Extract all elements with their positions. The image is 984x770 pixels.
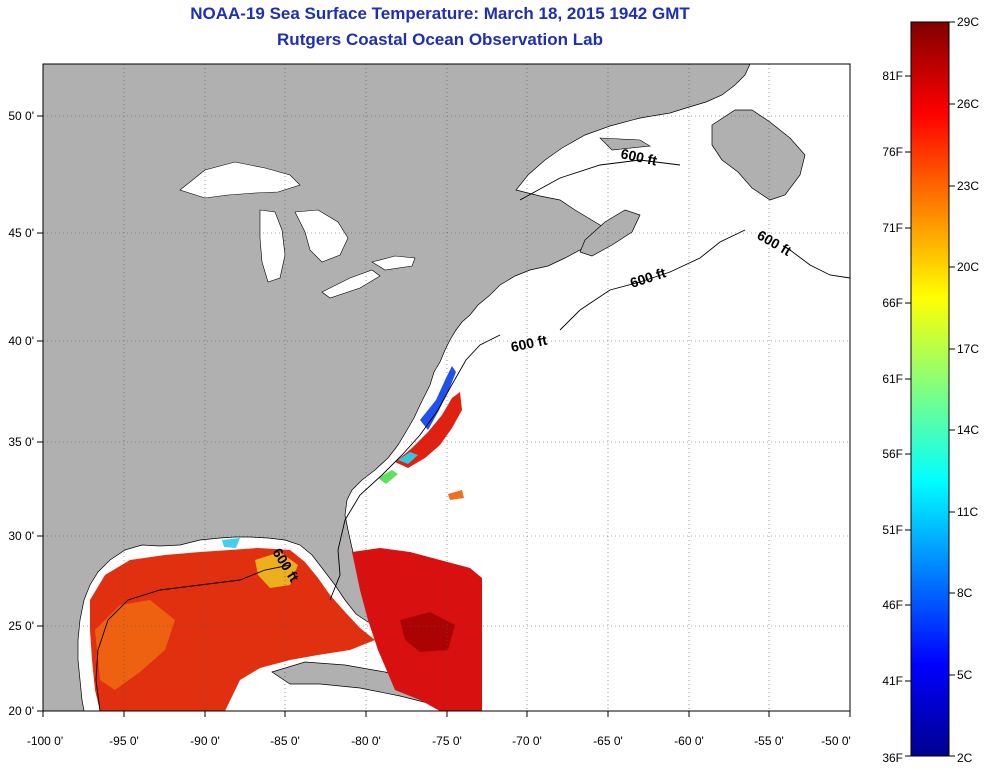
sst-shelf-blue <box>420 366 456 430</box>
map-body: 600 ft 600 ft 600 ft 600 ft 600 ft <box>43 64 850 711</box>
lat-label: 35 0' <box>8 435 34 449</box>
contour-label: 600 ft <box>509 332 548 355</box>
fahrenheit-label: 81F <box>882 69 903 83</box>
lon-label: -100 0' <box>27 734 63 748</box>
fahrenheit-label: 46F <box>882 598 903 612</box>
fahrenheit-label: 76F <box>882 145 903 159</box>
lon-label: -75 0' <box>432 734 462 748</box>
sst-gulf-cyan <box>222 538 240 548</box>
fahrenheit-label: 51F <box>882 523 903 537</box>
lon-label: -70 0' <box>512 734 542 748</box>
celsius-label: 11C <box>957 505 978 519</box>
lon-label: -95 0' <box>109 734 139 748</box>
lake-michigan <box>259 209 286 283</box>
fahrenheit-label: 36F <box>882 751 903 765</box>
map-title: NOAA-19 Sea Surface Temperature: March 1… <box>190 4 690 23</box>
sst-shelf-cyan <box>398 452 418 464</box>
lon-label: -85 0' <box>270 734 300 748</box>
lat-label: 40 0' <box>8 334 34 348</box>
sst-gulf-yellow <box>255 552 298 588</box>
contour-label: 600 ft <box>619 145 658 168</box>
colorbar <box>910 21 950 757</box>
sst-shelf-green <box>378 470 398 484</box>
celsius-label: 29C <box>957 15 979 29</box>
celsius-label: 8C <box>957 586 973 600</box>
lat-label: 30 0' <box>8 529 34 543</box>
celsius-label: 26C <box>957 97 979 111</box>
tick-marks <box>37 115 851 717</box>
lake-huron <box>294 209 349 263</box>
fahrenheit-label: 41F <box>882 674 903 688</box>
latitude-labels: 20 0' 25 0' 30 0' 35 0' 40 0' 45 0' 50 0… <box>8 109 34 718</box>
lat-label: 50 0' <box>8 109 34 123</box>
sst-gulf-stream <box>395 392 462 468</box>
longitude-labels: -100 0' -95 0' -90 0' -85 0' -80 0' -75 … <box>27 734 851 748</box>
fahrenheit-label: 61F <box>882 372 903 386</box>
celsius-label: 17C <box>957 342 979 356</box>
map-subtitle: Rutgers Coastal Ocean Observation Lab <box>277 30 603 49</box>
lon-label: -65 0' <box>593 734 623 748</box>
isobath-600ft <box>95 159 850 711</box>
colorbar-fahrenheit-labels: 81F 76F 71F 66F 61F 56F 51F 46F 41F 36F <box>882 69 903 765</box>
colorbar-ticks <box>905 21 955 757</box>
lat-label: 45 0' <box>8 226 34 240</box>
celsius-label: 5C <box>957 668 973 682</box>
lon-label: -50 0' <box>821 734 851 748</box>
land-nova-scotia <box>579 209 641 257</box>
graticule <box>43 64 850 711</box>
lon-label: -80 0' <box>351 734 381 748</box>
lon-label: -60 0' <box>674 734 704 748</box>
lat-label: 25 0' <box>8 619 34 633</box>
land-north-america <box>43 64 751 711</box>
celsius-label: 2C <box>957 751 973 765</box>
sst-gulf-orange <box>95 600 175 690</box>
land-anticosti <box>599 137 651 151</box>
sst-gulf-warm <box>90 548 375 711</box>
fahrenheit-label: 56F <box>882 447 903 461</box>
fahrenheit-label: 71F <box>882 221 903 235</box>
lon-label: -55 0' <box>754 734 784 748</box>
sst-dark-red <box>400 612 455 652</box>
fahrenheit-label: 66F <box>882 296 903 310</box>
lake-superior <box>179 161 301 199</box>
colorbar-celsius-labels: 29C 26C 23C 20C 17C 14C 11C 8C 5C 2C <box>957 15 979 765</box>
celsius-label: 20C <box>957 260 979 274</box>
lake-erie <box>321 269 381 299</box>
land-newfoundland <box>711 109 806 201</box>
lake-ontario <box>371 255 416 271</box>
sst-patch-orange <box>448 490 464 500</box>
celsius-label: 23C <box>957 179 979 193</box>
celsius-label: 14C <box>957 423 979 437</box>
lon-label: -90 0' <box>190 734 220 748</box>
lat-label: 20 0' <box>8 704 34 718</box>
